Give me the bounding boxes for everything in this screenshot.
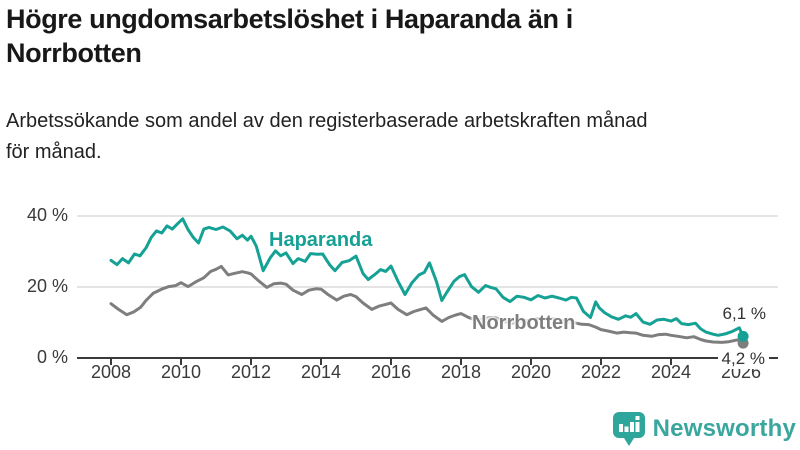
subtitle-line-1: Arbetssökande som andel av den registerb… — [6, 110, 648, 132]
subtitle-line-2: för månad. — [6, 141, 102, 163]
title-line-1: Högre ungdomsarbetslöshet i Haparanda än… — [6, 4, 573, 34]
y-tick-label: 20 % — [26, 276, 68, 296]
y-tick-label: 0 % — [36, 347, 68, 367]
bar-chart-speech-bubble-icon — [612, 412, 645, 446]
x-tick-label: 2024 — [650, 362, 692, 382]
end-value-haparanda: 6,1 % — [722, 304, 766, 323]
chart-subtitle: Arbetssökande som andel av den registerb… — [6, 106, 786, 168]
x-tick-label: 2016 — [370, 362, 412, 382]
series-label-haparanda: Haparanda — [269, 229, 373, 251]
x-tick-label: 2018 — [440, 362, 482, 382]
newsworthy-logo: Newsworthy — [612, 411, 796, 447]
x-tick-label: 2012 — [230, 362, 272, 382]
end-dot-haparanda — [737, 330, 749, 342]
x-tick-label: 2014 — [300, 362, 342, 382]
x-tick-label: 2010 — [160, 362, 202, 382]
end-value-norrbotten: 4,2 % — [717, 349, 769, 369]
x-tick-label: 2020 — [510, 362, 552, 382]
title-line-2: Norrbotten — [6, 38, 142, 68]
page-title: Högre ungdomsarbetslöshet i Haparanda än… — [6, 2, 786, 70]
line-norrbotten — [109, 264, 745, 345]
line-haparanda — [109, 217, 745, 338]
x-tick-label: 2008 — [90, 362, 132, 382]
brand-name: Newsworthy — [652, 415, 796, 442]
x-tick-label: 2022 — [580, 362, 622, 382]
y-tick-label: 40 % — [26, 205, 68, 225]
series-label-norrbotten: Norrbotten — [472, 312, 576, 334]
